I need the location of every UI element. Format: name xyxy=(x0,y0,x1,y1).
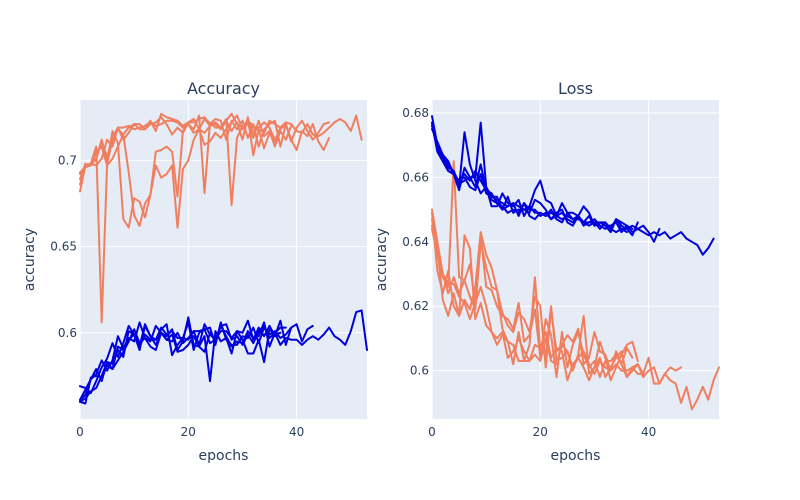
accuracy-series-line-3 xyxy=(79,114,331,174)
loss-panel: 0 20 40 0.6 0.62 0.64 0.66 0.68 Loss epochs acc… xyxy=(374,79,720,464)
accuracy-x-tick-label: 20 xyxy=(181,425,196,439)
loss-y-axis-label: accuracy xyxy=(374,228,390,291)
loss-tick-labels: 0 20 40 0.6 0.62 0.64 0.66 0.68 xyxy=(402,106,656,439)
loss-x-axis-label: epochs xyxy=(551,448,601,464)
accuracy-x-axis-label: epochs xyxy=(199,448,249,464)
loss-series-line-5 xyxy=(431,211,634,372)
accuracy-y-tick-label: 0.65 xyxy=(50,240,77,254)
accuracy-series-line-4 xyxy=(79,114,293,229)
accuracy-series-line-5 xyxy=(79,116,282,229)
loss-series-lines xyxy=(431,115,720,411)
accuracy-x-tick-label: 40 xyxy=(289,425,304,439)
accuracy-series-line-9 xyxy=(79,316,287,405)
accuracy-tick-labels: 0 20 40 0.6 0.65 0.7 xyxy=(50,153,304,439)
accuracy-series-line-1 xyxy=(79,112,363,193)
loss-y-tick-label: 0.68 xyxy=(402,106,429,120)
accuracy-y-tick-label: 0.6 xyxy=(58,326,77,340)
loss-chart-title: Loss xyxy=(558,79,593,98)
loss-series-line-9 xyxy=(431,121,628,234)
loss-x-tick-label: 20 xyxy=(533,425,548,439)
accuracy-panel: 0 20 40 0.6 0.65 0.7 Accuracy epochs accuracy xyxy=(22,79,368,464)
loss-series-line-7 xyxy=(431,121,661,243)
accuracy-series-line-8 xyxy=(79,319,293,401)
accuracy-y-axis-label: accuracy xyxy=(22,228,38,291)
loss-y-tick-label: 0.64 xyxy=(402,235,429,249)
loss-series-line-10 xyxy=(431,121,634,234)
accuracy-series-line-10 xyxy=(79,323,282,403)
loss-x-tick-label: 0 xyxy=(428,425,436,439)
loss-y-tick-label: 0.66 xyxy=(402,170,429,184)
accuracy-series-line-6 xyxy=(79,309,368,395)
accuracy-y-tick-label: 0.7 xyxy=(58,153,77,167)
accuracy-x-tick-label: 0 xyxy=(76,425,84,439)
loss-y-tick-label: 0.62 xyxy=(402,299,429,313)
accuracy-chart-title: Accuracy xyxy=(187,79,260,98)
loss-x-tick-label: 40 xyxy=(641,425,656,439)
accuracy-series-lines xyxy=(79,112,368,405)
accuracy-plot-background xyxy=(80,100,367,419)
loss-y-tick-label: 0.6 xyxy=(410,364,429,378)
